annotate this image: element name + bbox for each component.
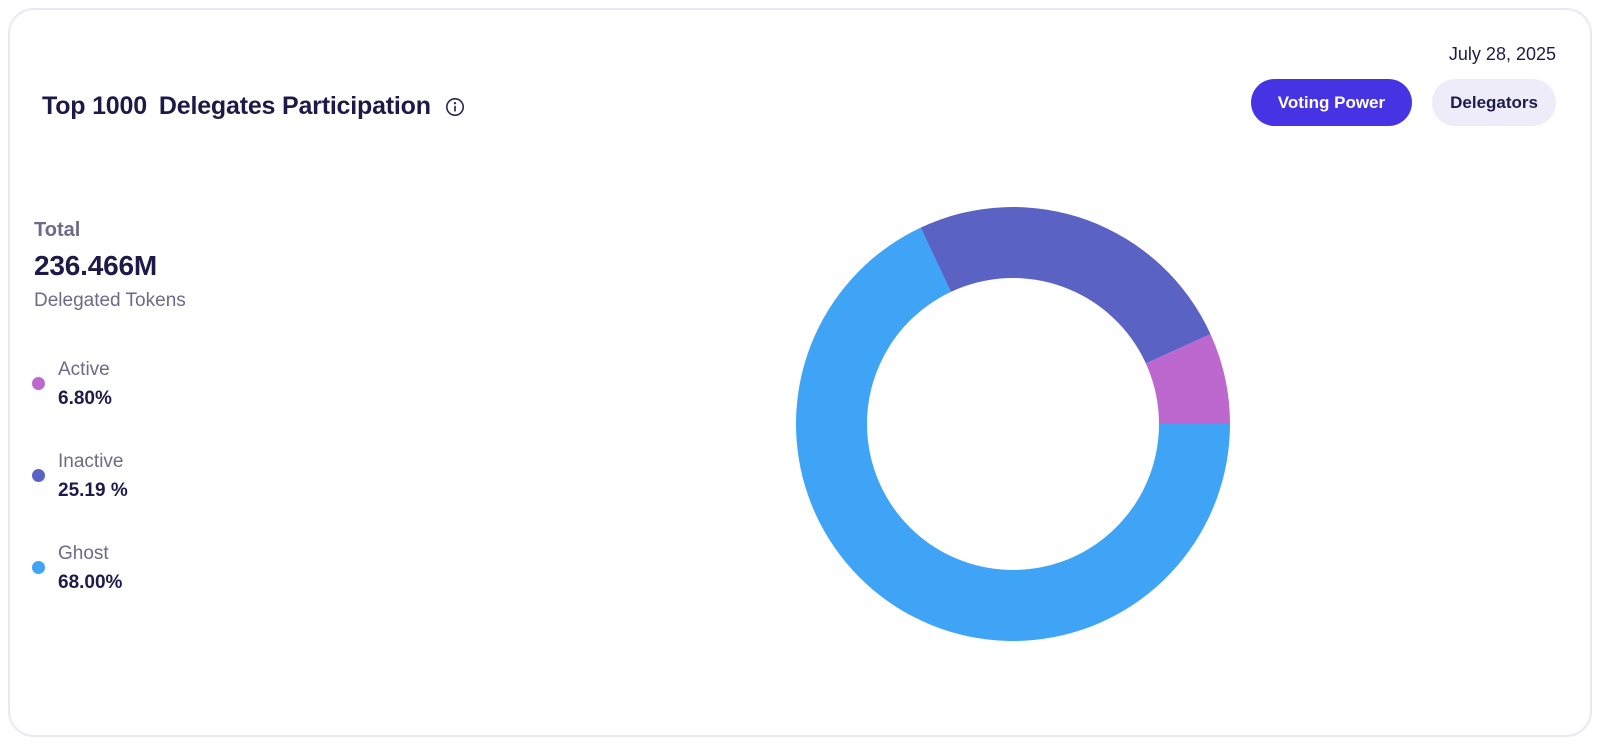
delegators-button[interactable]: Delegators <box>1432 79 1556 126</box>
voting-power-button[interactable]: Voting Power <box>1250 79 1413 126</box>
total-value: 236.466M <box>34 250 157 281</box>
title-prefix: Top 1000 <box>42 92 147 120</box>
card-header: Top 1000 Delegates Participation July 28… <box>10 10 1590 126</box>
header-right: July 28, 2025 Voting Power Delegators <box>1250 44 1556 126</box>
legend-label: Active <box>58 359 110 380</box>
legend-item-ghost[interactable]: Ghost 68.00% <box>32 542 352 594</box>
donut-chart <box>796 206 1230 641</box>
donut-segment-inactive[interactable] <box>920 206 1211 364</box>
legend-item-inactive[interactable]: Inactive 25.19 % <box>32 450 352 502</box>
legend-value: 6.80% <box>58 388 112 409</box>
view-toggle: Voting Power Delegators <box>1250 79 1556 126</box>
legend-item-active[interactable]: Active 6.80% <box>32 358 352 410</box>
legend-label: Ghost <box>58 543 109 564</box>
donut-segment-active[interactable] <box>1145 334 1230 424</box>
title-main: Delegates Participation <box>158 92 431 120</box>
legend-dot-active <box>32 377 45 390</box>
legend-dot-inactive <box>32 469 45 482</box>
donut-segment-ghost[interactable] <box>796 227 1230 641</box>
page-title: Top 1000 Delegates Participation <box>42 94 465 119</box>
delegates-participation-card: Top 1000 Delegates Participation July 28… <box>8 8 1592 737</box>
total-subtitle: Delegated Tokens <box>34 290 186 311</box>
legend-value: 68.00% <box>58 572 123 593</box>
legend-dot-ghost <box>32 561 45 574</box>
legend-value: 25.19 % <box>58 480 128 501</box>
legend-label: Inactive <box>58 451 124 472</box>
date-label: July 28, 2025 <box>1448 44 1556 64</box>
total-label: Total <box>34 219 81 241</box>
stats-panel: Total 236.466M Delegated Tokens Active 6.… <box>32 218 352 634</box>
chart-legend: Active 6.80% Inactive 25.19 % Ghost 68.00% <box>32 358 352 594</box>
info-icon[interactable] <box>445 97 465 117</box>
total-block: Total 236.466M Delegated Tokens <box>34 218 352 312</box>
